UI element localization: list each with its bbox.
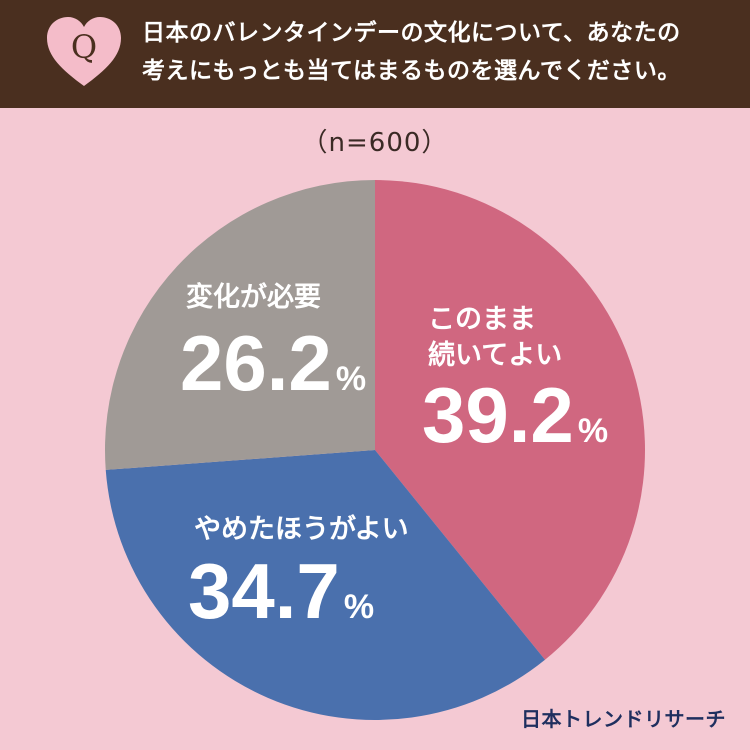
slice-value-0: 39.2% [422, 371, 608, 459]
pie-slice-0 [375, 180, 646, 660]
question-text: 日本のバレンタインデーの文化について、あなたの 考えにもっとも当てはまるものを選… [142, 14, 732, 90]
slice-label-1-line-0: やめたほうがよい [194, 513, 409, 545]
question-header: Q 日本のバレンタインデーの文化について、あなたの 考えにもっとも当てはまるもの… [0, 0, 750, 108]
slice-label-0-line-0: このまま [428, 304, 536, 335]
question-line-1: 日本のバレンタインデーの文化について、あなたの [142, 20, 681, 46]
heart-icon: Q [47, 17, 121, 86]
slice-value-2: 26.2% [180, 319, 366, 407]
sample-size: （n=600） [301, 128, 449, 158]
brand-logo: 日本トレンドリサーチ [521, 707, 726, 731]
slice-value-1: 34.7% [188, 547, 374, 635]
slice-label-0-line-1: 続いてよい [428, 340, 562, 371]
badge-letter: Q [71, 28, 97, 66]
slice-label-2-line-0: 変化が必要 [186, 281, 321, 313]
question-line-2: 考えにもっとも当てはまるものを選んでください。 [142, 58, 681, 84]
pie-slice-1 [105, 450, 545, 720]
pie-slice-2 [105, 180, 375, 470]
